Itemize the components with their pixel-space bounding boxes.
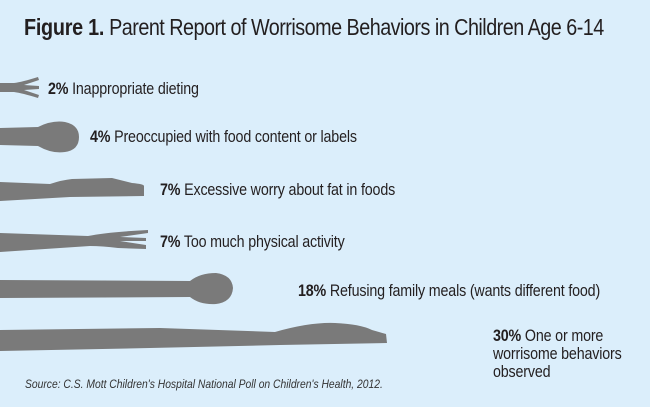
item-label: Too much physical activity [183, 232, 345, 251]
knife-icon [0, 178, 144, 201]
list-item: 18% Refusing family meals (wants differe… [298, 281, 600, 301]
item-label: One or more worrisome behaviors observed [493, 326, 622, 381]
percent-value: 2% [48, 79, 69, 98]
list-item: 2% Inappropriate dieting [48, 79, 199, 99]
percent-value: 4% [90, 127, 111, 146]
figure-number: Figure 1. [24, 14, 105, 40]
percent-value: 7% [160, 232, 181, 251]
list-item: 7% Excessive worry about fat in foods [160, 180, 395, 200]
item-label: Excessive worry about fat in foods [184, 180, 396, 199]
source-note: Source: C.S. Mott Children's Hospital Na… [25, 377, 383, 391]
item-label: Inappropriate dieting [72, 79, 199, 98]
fork-icon [0, 230, 148, 252]
chart-title: Figure 1. Parent Report of Worrisome Beh… [24, 14, 604, 41]
item-label: Refusing family meals (wants different f… [329, 281, 601, 300]
list-item: 4% Preoccupied with food content or labe… [90, 127, 357, 147]
fork-icon [0, 77, 39, 98]
list-item: 30% One or more worrisome behaviors obse… [493, 327, 644, 381]
percent-value: 30% [493, 326, 522, 345]
knife-icon [0, 322, 387, 351]
title-text: Parent Report of Worrisome Behaviors in … [109, 14, 604, 40]
spoon-icon [0, 273, 233, 305]
list-item: 7% Too much physical activity [160, 232, 345, 252]
spoon-icon [0, 121, 79, 153]
percent-value: 18% [298, 281, 327, 300]
item-label: Preoccupied with food content or labels [114, 127, 357, 146]
percent-value: 7% [160, 180, 181, 199]
